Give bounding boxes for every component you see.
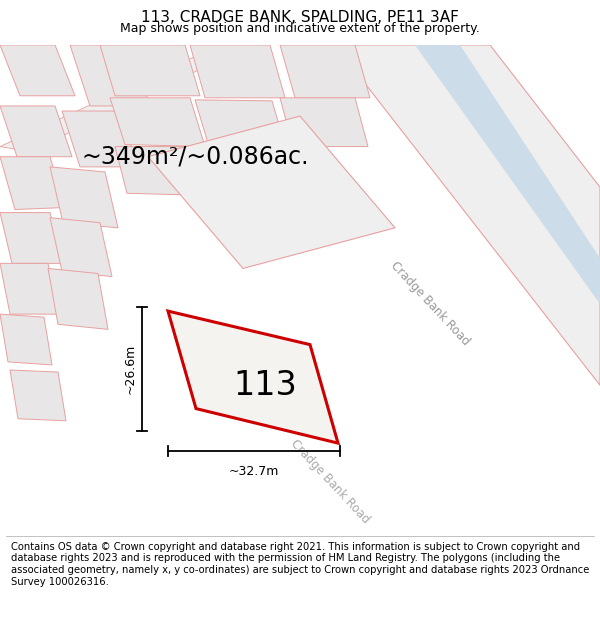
Text: 113: 113 <box>233 369 297 402</box>
Text: 113, CRADGE BANK, SPALDING, PE11 3AF: 113, CRADGE BANK, SPALDING, PE11 3AF <box>141 10 459 25</box>
Polygon shape <box>115 146 204 195</box>
Polygon shape <box>280 98 368 146</box>
Polygon shape <box>110 98 205 146</box>
Polygon shape <box>190 45 285 98</box>
Polygon shape <box>100 45 200 96</box>
Polygon shape <box>62 111 138 167</box>
Polygon shape <box>0 45 250 152</box>
Polygon shape <box>415 45 600 304</box>
Polygon shape <box>0 157 65 209</box>
Polygon shape <box>50 167 118 228</box>
Text: ~349m²/~0.086ac.: ~349m²/~0.086ac. <box>81 145 309 169</box>
Polygon shape <box>0 106 72 157</box>
Polygon shape <box>168 311 338 443</box>
Polygon shape <box>0 213 62 263</box>
Polygon shape <box>50 217 112 276</box>
Text: ~26.6m: ~26.6m <box>124 344 137 394</box>
Polygon shape <box>70 45 150 106</box>
Polygon shape <box>0 314 52 365</box>
Polygon shape <box>10 370 66 421</box>
Polygon shape <box>148 116 395 269</box>
Polygon shape <box>280 45 370 98</box>
Polygon shape <box>335 45 600 385</box>
Text: Cradge Bank Road: Cradge Bank Road <box>388 259 472 349</box>
Text: Contains OS data © Crown copyright and database right 2021. This information is : Contains OS data © Crown copyright and d… <box>11 542 589 586</box>
Polygon shape <box>48 269 108 329</box>
Text: Map shows position and indicative extent of the property.: Map shows position and indicative extent… <box>120 22 480 35</box>
Polygon shape <box>195 100 286 149</box>
Polygon shape <box>0 263 58 314</box>
Polygon shape <box>0 45 75 96</box>
Text: ~32.7m: ~32.7m <box>229 466 279 479</box>
Polygon shape <box>198 149 286 199</box>
Text: Cradge Bank Road: Cradge Bank Road <box>288 438 372 526</box>
